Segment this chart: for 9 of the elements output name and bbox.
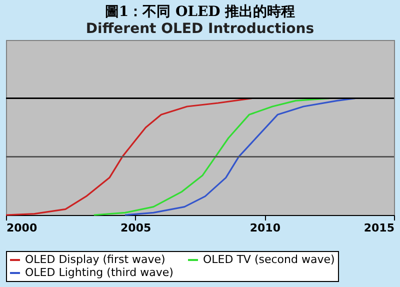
x-tick-label: 2010 xyxy=(250,222,281,234)
legend-label: OLED TV (second wave) xyxy=(203,253,335,266)
legend-label: OLED Display (first wave) xyxy=(25,253,166,266)
legend-label: OLED Lighting (third wave) xyxy=(25,266,174,279)
chart-title: 圖1：不同 OLED 推出的時程 xyxy=(104,4,296,20)
x-tick-label: 2000 xyxy=(6,222,38,234)
chart-subtitle: Different OLED Introductions xyxy=(86,21,314,37)
x-tick-label: 2005 xyxy=(120,222,152,234)
x-tick-label: 2015 xyxy=(364,222,394,234)
